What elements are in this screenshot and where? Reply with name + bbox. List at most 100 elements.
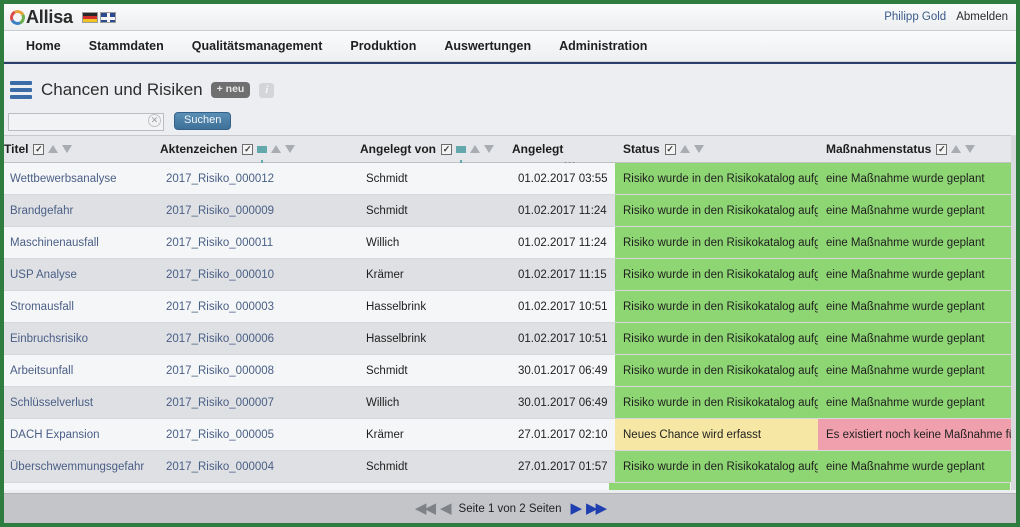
cell-mass: eine Maßnahme wurde geplant (818, 195, 1016, 226)
sort-descending-icon[interactable] (484, 145, 495, 153)
search-input[interactable] (8, 113, 164, 131)
brand[interactable]: Allisa (4, 7, 73, 28)
table-row[interactable]: Überschwemmungsgefahr 2017_Risiko_000004 S… (4, 451, 1016, 483)
table-row[interactable]: USP Analyse 2017_Risiko_000010 Krämer 01.02… (4, 259, 1016, 291)
cell-akten[interactable]: 2017_Risiko_000005 (166, 428, 275, 441)
language-switcher[interactable] (81, 11, 116, 23)
checkbox-icon[interactable]: ✓ (936, 143, 948, 155)
cell-status: Risiko wurde in den Risikokatalog aufgen… (615, 259, 818, 290)
table-row[interactable]: Einbruchsrisiko 2017_Risiko_000006 Hasselb… (4, 323, 1016, 355)
logout-link[interactable]: Abmelden (956, 11, 1008, 23)
sort-descending-icon[interactable] (693, 145, 704, 153)
cell-status: Risiko wurde in den Risikokatalog aufgen… (615, 227, 818, 258)
cell-akten[interactable]: 2017_Risiko_000006 (166, 332, 275, 345)
checkbox-icon[interactable]: ✓ (664, 143, 676, 155)
search-button[interactable]: Suchen (174, 112, 232, 130)
column-header-angelegt[interactable]: Angelegt ... (512, 142, 577, 167)
nav-item-produktion[interactable]: Produktion (350, 39, 417, 53)
nav-item-home[interactable]: Home (26, 39, 61, 53)
cell-akten[interactable]: 2017_Risiko_000008 (166, 364, 275, 377)
nav-item-administration[interactable]: Administration (559, 39, 648, 53)
cell-titel[interactable]: Stromausfall (10, 300, 74, 313)
sort-descending-icon[interactable] (285, 145, 296, 153)
column-header-status[interactable]: Status ✓ (615, 142, 818, 156)
cell-mass: eine Maßnahme wurde geplant (818, 451, 1016, 482)
new-entry-button[interactable]: + neu (210, 82, 251, 98)
cell-von: Schmidt (366, 172, 408, 185)
current-user-label[interactable]: Philipp Gold (884, 11, 947, 23)
left-icon[interactable]: ◀ (439, 500, 451, 517)
table-row[interactable] (4, 483, 1016, 490)
cell-status: Risiko wurde in den Risikokatalog aufgen… (615, 451, 818, 482)
checkbox-icon[interactable]: ✓ (242, 143, 254, 155)
hamburger-icon[interactable] (10, 81, 32, 99)
pagination-bar: ◀◀ ◀ Seite 1 von 2 Seiten ▶ ▶▶ (4, 493, 1016, 523)
table-row[interactable]: Stromausfall 2017_Risiko_000003 Hasselbrin… (4, 291, 1016, 323)
column-header-angelegt-von[interactable]: Angelegt von ✓ (360, 142, 512, 164)
column-header-aktenzeichen[interactable]: Aktenzeichen ✓ (160, 142, 360, 164)
results-table: Titel ✓ Aktenzeichen ✓ Angelegt von ✓ (4, 135, 1016, 490)
allisa-ring-logo-icon (8, 7, 27, 27)
main-navigation: Home Stammdaten Qualitätsmanagement Prod… (4, 31, 1016, 61)
cell-titel[interactable]: USP Analyse (10, 268, 77, 281)
cell-ang: 27.01.2017 01:57 (518, 460, 608, 473)
cell-akten[interactable]: 2017_Risiko_000003 (166, 300, 275, 313)
cell-titel[interactable]: Wettbewerbsanalyse (10, 172, 117, 185)
search-field-wrapper: ✕ (8, 112, 164, 131)
cell-titel[interactable]: Überschwemmungsgefahr (10, 460, 145, 473)
column-header-massnahmenstatus[interactable]: Maßnahmenstatus ✓ (818, 142, 1016, 156)
cell-ang: 01.02.2017 11:24 (518, 204, 607, 217)
clear-circle-icon[interactable]: ✕ (148, 114, 161, 127)
cell-mass: eine Maßnahme wurde geplant (818, 291, 1016, 322)
table-row[interactable]: Arbeitsunfall 2017_Risiko_000008 Schmidt 30… (4, 355, 1016, 387)
filter-funnel-icon[interactable] (257, 145, 268, 164)
cell-ang: 01.02.2017 10:51 (518, 332, 608, 345)
cell-titel[interactable]: Arbeitsunfall (10, 364, 74, 377)
cell-akten[interactable]: 2017_Risiko_000009 (166, 204, 275, 217)
sort-ascending-icon[interactable] (48, 145, 59, 153)
flag-germany-icon[interactable] (81, 11, 98, 23)
cell-status: Risiko wurde in den Risikokatalog aufgen… (615, 291, 818, 322)
cell-titel[interactable]: Maschinenausfall (10, 236, 99, 249)
nav-item-stammdaten[interactable]: Stammdaten (88, 39, 164, 53)
vertical-scrollbar[interactable] (1011, 135, 1016, 490)
cell-von: Hasselbrink (366, 300, 427, 313)
table-row[interactable]: Wettbewerbsanalyse 2017_Risiko_000012 Schm… (4, 163, 1016, 195)
cell-ang: 01.02.2017 11:15 (518, 268, 607, 281)
checkbox-icon[interactable]: ✓ (441, 143, 453, 155)
double-left-icon[interactable]: ◀◀ (414, 500, 436, 517)
sort-ascending-icon[interactable] (679, 145, 690, 153)
cell-von: Willich (366, 236, 400, 249)
cell-von: Schmidt (366, 460, 408, 473)
checkbox-icon[interactable]: ✓ (33, 143, 45, 155)
cell-akten[interactable]: 2017_Risiko_000012 (166, 172, 275, 185)
sort-descending-icon[interactable] (62, 145, 73, 153)
nav-item-qualitaetsmanagement[interactable]: Qualitätsmanagement (191, 39, 323, 53)
cell-akten[interactable]: 2017_Risiko_000011 (166, 236, 274, 249)
cell-akten[interactable]: 2017_Risiko_000010 (166, 268, 275, 281)
cell-titel[interactable]: Schlüsselverlust (10, 396, 94, 409)
cell-titel[interactable]: Einbruchsrisiko (10, 332, 88, 345)
right-icon[interactable]: ▶ (570, 500, 581, 517)
cell-akten[interactable]: 2017_Risiko_000007 (166, 396, 275, 409)
sort-ascending-icon[interactable] (470, 145, 481, 153)
sort-descending-icon[interactable] (965, 145, 976, 153)
cell-titel[interactable]: DACH Expansion (10, 428, 100, 441)
cell-status: Risiko wurde in den Risikokatalog aufgen… (615, 355, 818, 386)
sort-ascending-icon[interactable] (951, 145, 962, 153)
cell-titel[interactable]: Brandgefahr (10, 204, 74, 217)
table-row[interactable]: Maschinenausfall 2017_Risiko_000011 Willic… (4, 227, 1016, 259)
flag-uk-icon[interactable] (99, 11, 116, 23)
double-right-icon[interactable]: ▶▶ (586, 500, 607, 517)
table-row[interactable]: Brandgefahr 2017_Risiko_000009 Schmidt 01.0… (4, 195, 1016, 227)
column-header-titel[interactable]: Titel ✓ (4, 142, 160, 156)
table-row[interactable]: Schlüsselverlust 2017_Risiko_000007 Willic… (4, 387, 1016, 419)
nav-item-auswertungen[interactable]: Auswertungen (444, 39, 532, 53)
cell-ang: 27.01.2017 02:10 (518, 428, 608, 441)
info-icon[interactable]: i (259, 82, 275, 98)
sort-ascending-icon[interactable] (271, 145, 282, 153)
column-overflow-indicator: ... (564, 155, 577, 167)
table-row[interactable]: DACH Expansion 2017_Risiko_000005 Krämer 27… (4, 419, 1016, 451)
cell-akten[interactable]: 2017_Risiko_000004 (166, 460, 275, 473)
filter-funnel-icon[interactable] (456, 145, 467, 164)
